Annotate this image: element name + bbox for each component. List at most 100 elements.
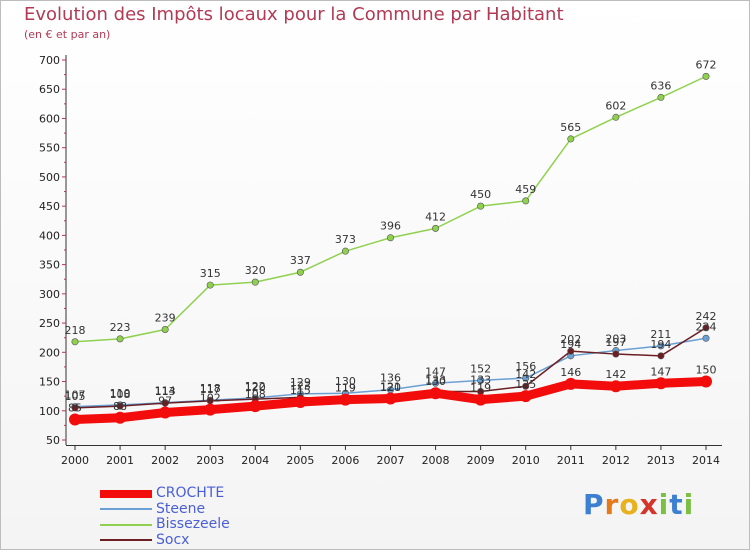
series-line-socx — [74, 75, 707, 343]
data-label-socx: 565 — [560, 121, 581, 134]
data-label-steene: 136 — [380, 372, 401, 385]
legend-swatch-crochte — [100, 489, 152, 498]
x-tick-label: 2005 — [286, 454, 314, 467]
data-label-socx: 373 — [335, 233, 356, 246]
data-point-crochte — [384, 392, 397, 405]
data-label-socx: 337 — [290, 254, 311, 267]
data-label-bissezeele: 105 — [65, 390, 86, 403]
x-tick-label: 2009 — [467, 454, 495, 467]
data-point-crochte — [69, 413, 81, 426]
logo-letter: i — [658, 488, 670, 521]
y-tick-label: 600 — [39, 112, 60, 125]
data-point-crochte — [654, 377, 667, 390]
data-label-steene: 194 — [560, 338, 581, 351]
data-point-socx — [522, 197, 530, 205]
data-label-steene: 110 — [110, 387, 131, 400]
data-label-bissezeele: 142 — [515, 368, 536, 381]
x-tick-label: 2006 — [331, 454, 359, 467]
data-label-steene: 122 — [245, 380, 266, 393]
x-tick-label: 2007 — [377, 454, 405, 467]
x-tick-label: 2012 — [602, 454, 630, 467]
legend-swatch-bissezeele — [100, 539, 152, 542]
legend-item-socx[interactable]: Bissezeele — [100, 516, 230, 533]
data-label-socx: 672 — [696, 58, 717, 71]
data-label-socx: 223 — [110, 321, 131, 334]
x-tick-label: 2003 — [196, 454, 224, 467]
data-point-steene — [522, 374, 530, 382]
data-label-steene: 203 — [605, 333, 626, 346]
data-label-crochte: 102 — [200, 392, 221, 405]
data-point-socx — [612, 113, 620, 121]
data-label-crochte: 125 — [515, 378, 536, 391]
data-point-crochte — [339, 393, 352, 406]
data-point-socx — [296, 268, 304, 276]
legend-item-bissezeele[interactable]: Socx — [100, 532, 230, 549]
data-point-steene — [657, 342, 665, 350]
logo-letter: o — [619, 488, 640, 521]
data-label-socx: 636 — [650, 79, 671, 92]
data-point-crochte — [249, 400, 262, 413]
data-point-bissezeele — [161, 399, 169, 407]
data-point-crochte — [700, 375, 712, 388]
data-point-crochte — [114, 411, 127, 424]
data-point-crochte — [519, 390, 532, 403]
x-tick-label: 2010 — [512, 454, 540, 467]
data-point-bissezeele — [567, 347, 575, 355]
x-tick-label: 2001 — [106, 454, 134, 467]
data-label-bissezeele: 119 — [335, 382, 356, 395]
y-tick-label: 50 — [46, 434, 60, 447]
data-label-socx: 450 — [470, 188, 491, 201]
data-label-steene: 147 — [425, 365, 446, 378]
data-point-bissezeele — [612, 350, 620, 358]
x-tick-label: 2013 — [647, 454, 675, 467]
data-label-crochte: 146 — [560, 366, 581, 379]
y-tick-label: 450 — [39, 200, 60, 213]
legend: CROCHTE Steene Bissezeele Socx — [100, 485, 230, 549]
data-label-bissezeele: 197 — [605, 336, 626, 349]
data-label-bissezeele: 123 — [290, 379, 311, 392]
data-point-crochte — [564, 377, 577, 390]
data-point-crochte — [159, 406, 172, 419]
legend-item-crochte[interactable]: CROCHTE — [100, 485, 230, 502]
legend-label-crochte: CROCHTE — [156, 485, 225, 501]
y-tick-label: 400 — [39, 229, 60, 242]
y-tick-label: 150 — [39, 376, 60, 389]
data-label-bissezeele: 133 — [425, 373, 446, 386]
legend-label-steene: Steene — [156, 500, 206, 517]
data-label-steene: 130 — [335, 375, 356, 388]
data-label-crochte: 85 — [68, 402, 82, 415]
data-label-crochte: 121 — [380, 380, 401, 393]
data-point-bissezeele — [522, 382, 530, 390]
data-label-bissezeele: 120 — [245, 381, 266, 394]
data-label-socx: 218 — [65, 324, 86, 337]
x-tick-label: 2008 — [422, 454, 450, 467]
legend-label-socx: Bissezeele — [156, 516, 230, 532]
data-point-bissezeele — [71, 404, 79, 412]
data-label-crochte: 108 — [245, 388, 266, 401]
data-label-steene: 152 — [470, 362, 491, 375]
data-point-socx — [251, 278, 259, 286]
legend-swatch-socx — [100, 523, 152, 526]
chart-title: Evolution des Impôts locaux pour la Comm… — [24, 4, 564, 25]
data-point-steene — [432, 379, 440, 387]
y-tick-label: 200 — [39, 346, 60, 359]
data-label-crochte: 97 — [158, 395, 172, 408]
data-point-socx — [71, 338, 79, 346]
legend-item-steene[interactable]: Steene — [100, 500, 230, 518]
data-label-steene: 211 — [650, 328, 671, 341]
data-point-crochte — [429, 387, 442, 400]
data-point-socx — [432, 224, 440, 232]
data-point-steene — [702, 334, 710, 342]
data-label-steene: 156 — [515, 360, 536, 373]
data-point-crochte — [474, 393, 487, 406]
x-tick-label: 2004 — [241, 454, 269, 467]
data-label-socx: 602 — [605, 99, 626, 112]
data-point-crochte — [204, 403, 217, 416]
logo-letter: x — [639, 488, 659, 521]
data-point-socx — [116, 335, 124, 343]
data-label-bissezeele: 113 — [155, 385, 176, 398]
y-tick-label: 550 — [39, 142, 60, 155]
data-label-crochte: 115 — [290, 384, 311, 397]
data-label-steene: 118 — [200, 382, 221, 395]
